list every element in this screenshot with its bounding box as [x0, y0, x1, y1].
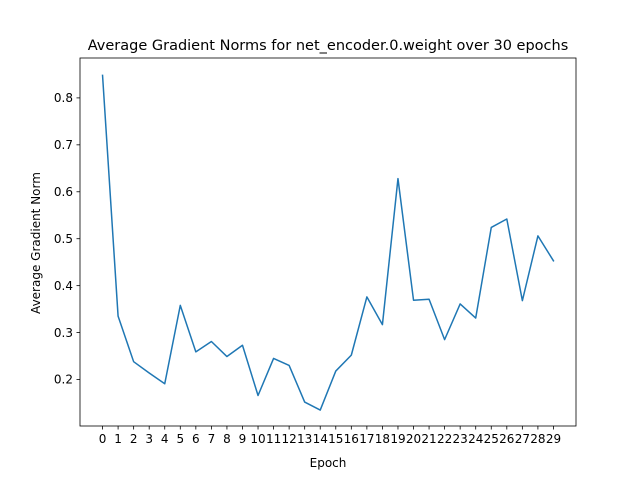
x-tick-label: 5: [176, 432, 184, 446]
x-tick-label: 11: [266, 432, 281, 446]
x-tick-label: 19: [390, 432, 405, 446]
x-tick-label: 4: [161, 432, 169, 446]
x-tick-label: 15: [328, 432, 343, 446]
x-tick-label: 12: [281, 432, 296, 446]
x-tick-label: 18: [375, 432, 390, 446]
x-tick-label: 2: [130, 432, 138, 446]
x-tick-label: 27: [515, 432, 530, 446]
x-tick-label: 13: [297, 432, 312, 446]
x-tick-label: 8: [223, 432, 231, 446]
x-tick-label: 24: [468, 432, 483, 446]
y-tick-label: 0.2: [54, 373, 73, 387]
x-tick-label: 21: [421, 432, 436, 446]
plot-frame: [79, 57, 577, 427]
y-tick-label: 0.4: [54, 279, 73, 293]
y-tick-label: 0.6: [54, 185, 73, 199]
x-tick-label: 3: [145, 432, 153, 446]
chart-title: Average Gradient Norms for net_encoder.0…: [88, 38, 569, 54]
x-tick-label: 28: [530, 432, 545, 446]
y-tick-label: 0.3: [54, 326, 73, 340]
x-tick-label: 16: [344, 432, 359, 446]
x-axis-label: Epoch: [310, 456, 347, 470]
x-tick-label: 22: [437, 432, 452, 446]
x-tick-label: 20: [406, 432, 421, 446]
x-tick-label: 17: [359, 432, 374, 446]
plot-area: 0 1 2 3 4 5 6 7 8 9 10 11 12 13 14 15 16 17 18 19 20 21 22 23 24…: [54, 57, 577, 446]
x-tick-label: 0: [99, 432, 107, 446]
x-tick-label: 14: [313, 432, 328, 446]
x-tick-label: 29: [546, 432, 561, 446]
y-tick-label: 0.8: [54, 91, 73, 105]
x-tick-label: 6: [192, 432, 200, 446]
y-tick-label: 0.5: [54, 232, 73, 246]
x-tick-label: 26: [499, 432, 514, 446]
x-tick-label: 23: [453, 432, 468, 446]
x-tick-label: 9: [239, 432, 247, 446]
y-axis-label: Average Gradient Norm: [29, 172, 43, 314]
x-tick-label: 7: [208, 432, 216, 446]
y-tick-label: 0.7: [54, 138, 73, 152]
x-tick-label: 10: [250, 432, 265, 446]
x-tick-label: 25: [484, 432, 499, 446]
x-tick-label: 1: [114, 432, 122, 446]
series-line-0: [101, 74, 555, 411]
